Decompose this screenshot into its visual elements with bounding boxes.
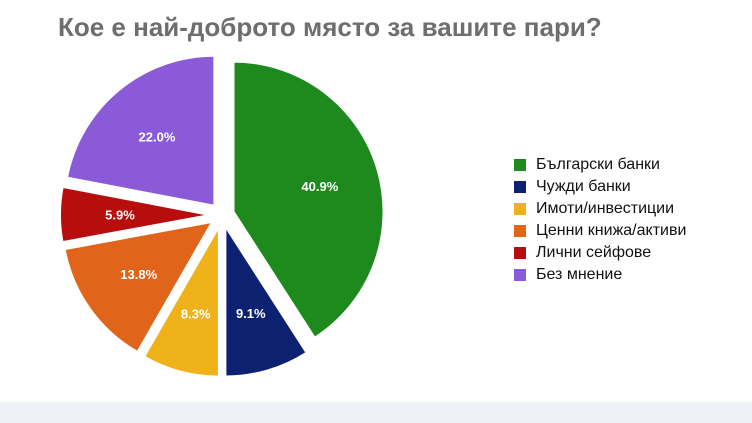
chart-title: Кое е най-доброто място за вашите пари? bbox=[58, 12, 602, 42]
legend-swatch bbox=[514, 159, 526, 171]
legend-label: Без мнение bbox=[536, 266, 623, 283]
legend-item-5: Без мнение bbox=[514, 264, 686, 286]
pie-slice-label-2: 8.3% bbox=[181, 307, 211, 322]
legend-item-4: Лични сейфове bbox=[514, 242, 686, 264]
legend-swatch bbox=[514, 247, 526, 259]
pie-slice-label-5: 22.0% bbox=[139, 129, 176, 144]
legend-label: Лични сейфове bbox=[536, 244, 652, 261]
legend-swatch bbox=[514, 181, 526, 193]
legend-label: Имоти/инвестиции bbox=[536, 200, 675, 217]
pie-slice-4 bbox=[59, 185, 211, 244]
legend-swatch bbox=[514, 269, 526, 281]
pie-slice-3 bbox=[63, 220, 215, 354]
legend-item-1: Чужди банки bbox=[514, 176, 686, 198]
legend-label: Ценни книжа/активи bbox=[536, 222, 687, 239]
legend-item-3: Ценни книжа/активи bbox=[514, 220, 686, 242]
legend-swatch bbox=[514, 203, 526, 215]
legend-label: Чужди банки bbox=[536, 178, 631, 195]
pie-slice-1 bbox=[224, 223, 308, 378]
pie-slice-label-0: 40.9% bbox=[301, 179, 338, 194]
pie-slice-label-1: 9.1% bbox=[236, 306, 266, 321]
pie-slice-0 bbox=[232, 60, 385, 340]
footer-band bbox=[0, 402, 752, 423]
legend-label: Български банки bbox=[536, 156, 660, 173]
legend-item-2: Имоти/инвестиции bbox=[514, 198, 686, 220]
pie-slice-label-4: 5.9% bbox=[105, 208, 135, 223]
pie-slice-5 bbox=[65, 54, 216, 207]
legend-swatch bbox=[514, 225, 526, 237]
legend: Български банки Чужди банки Имоти/инвестиц… bbox=[514, 154, 686, 286]
legend-item-0: Български банки bbox=[514, 154, 686, 176]
pie-slice-label-3: 13.8% bbox=[120, 267, 157, 282]
pie-slice-2 bbox=[142, 222, 220, 378]
